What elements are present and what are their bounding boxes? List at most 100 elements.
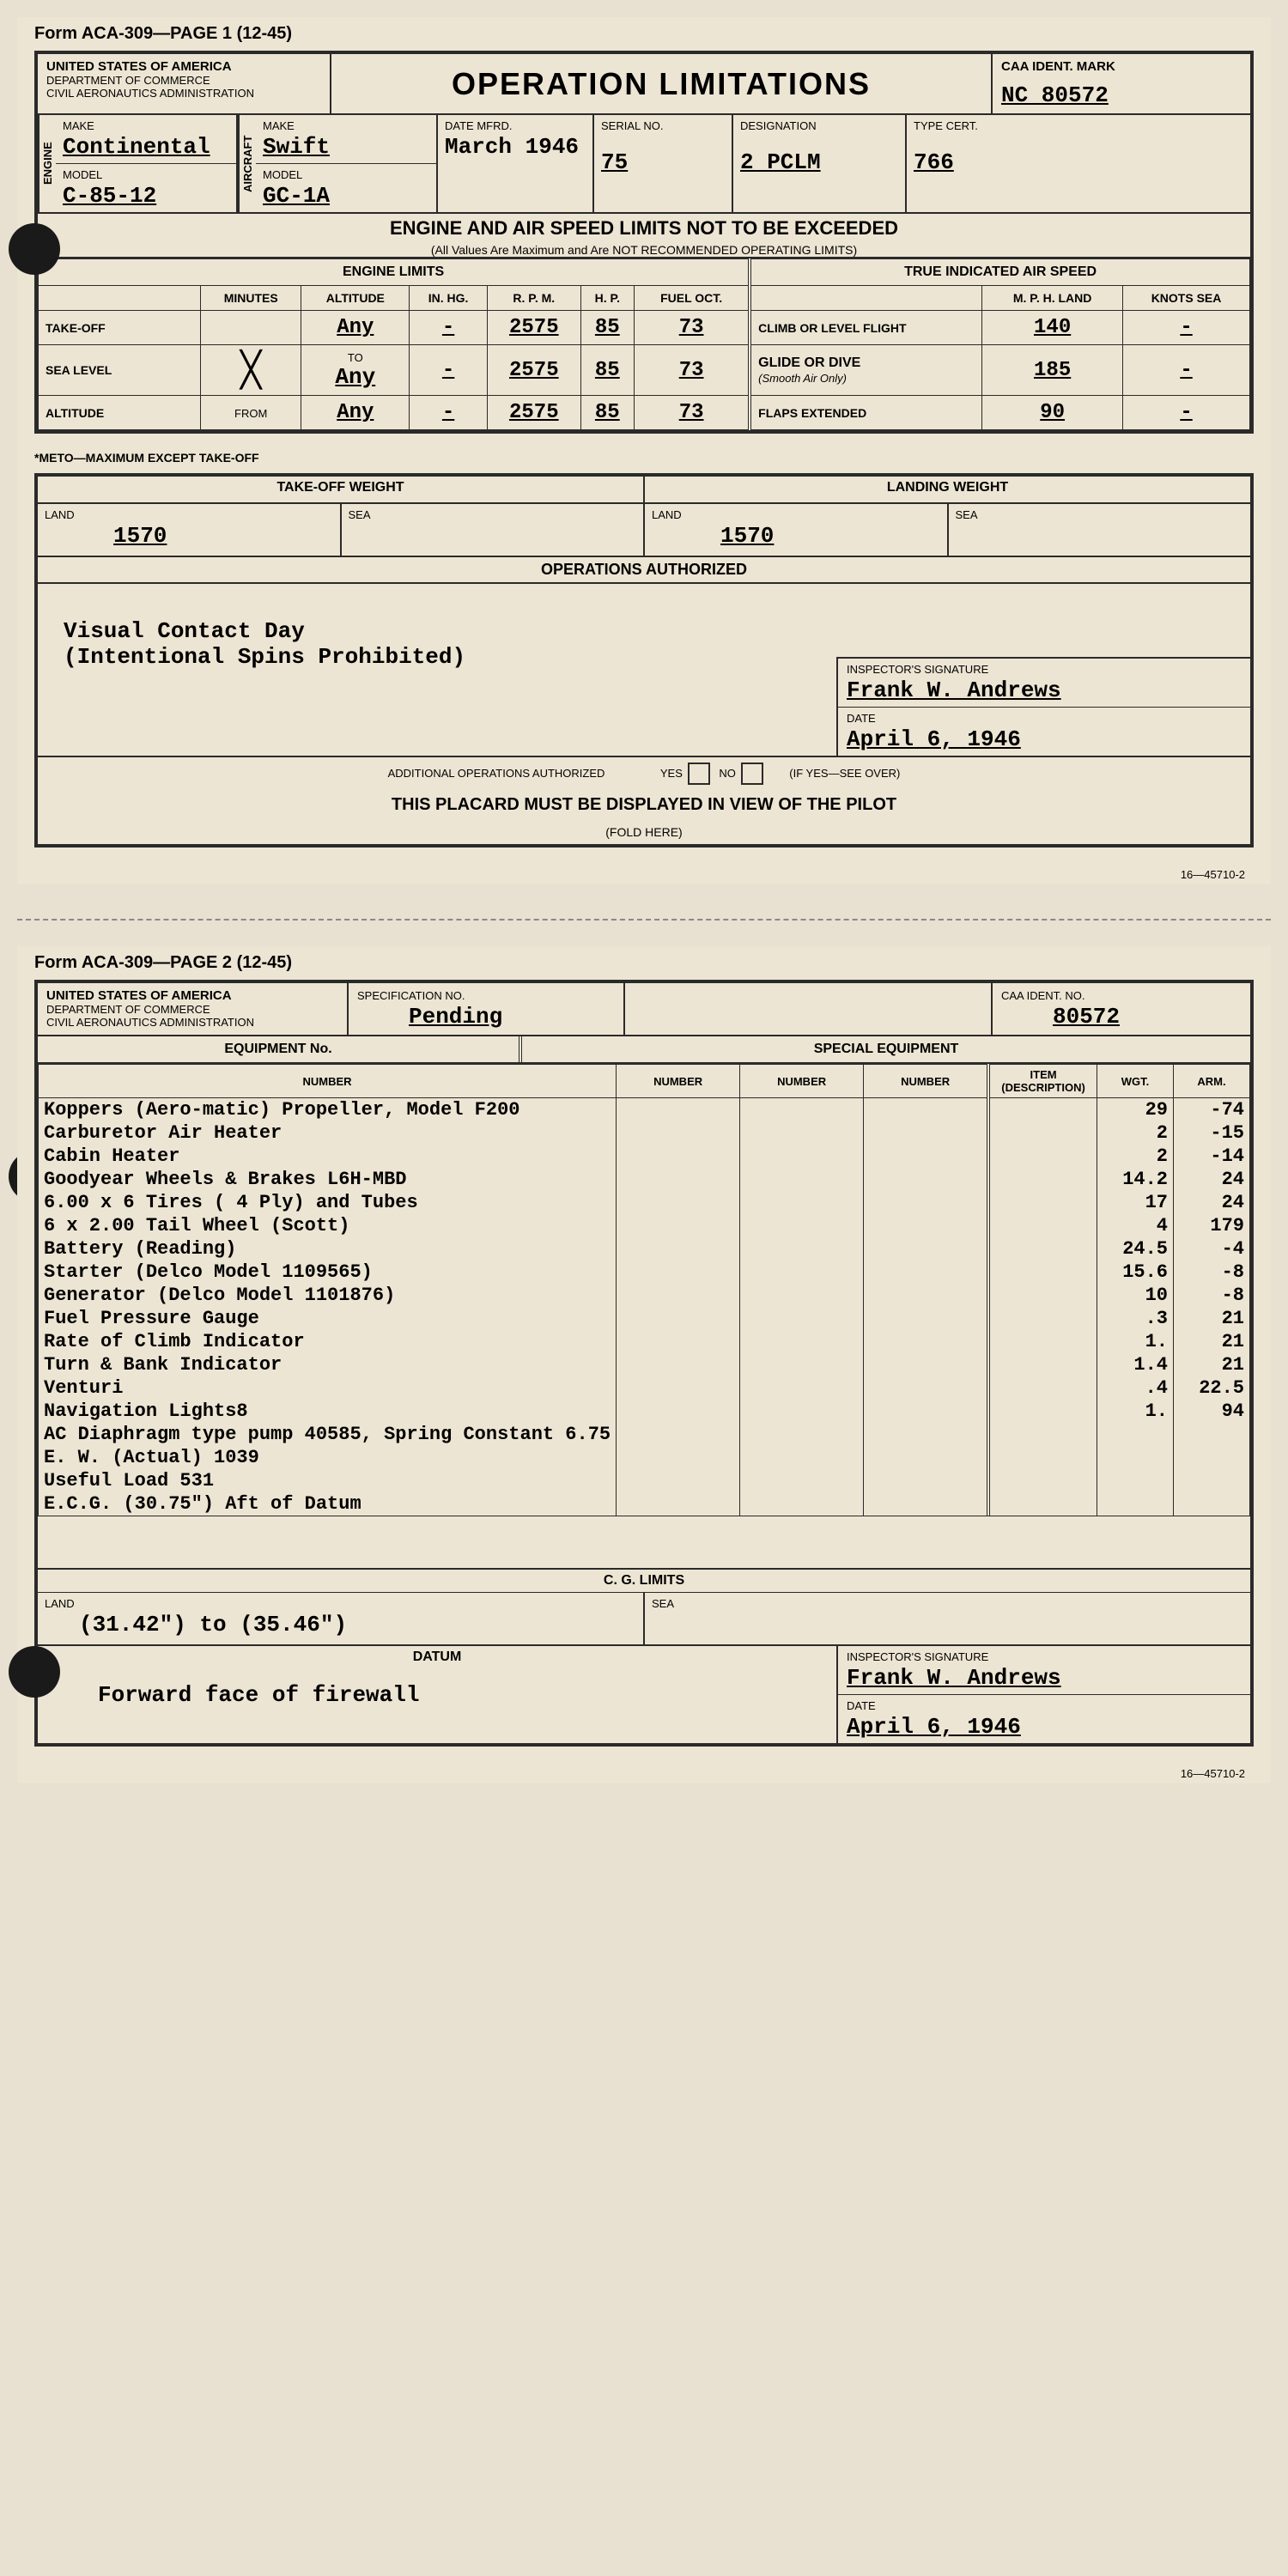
fold-line: [17, 919, 1271, 920]
alt-fuel: 73: [635, 396, 750, 430]
punch-hole-3: [9, 1646, 60, 1698]
row-alt: ALTITUDE: [39, 396, 201, 430]
climb-kts: -: [1123, 311, 1250, 345]
takeoff-hp: 85: [580, 311, 634, 345]
alt-rpm: 2575: [488, 396, 581, 430]
alt-alt: Any: [301, 396, 410, 430]
sea-label-2: SEA: [956, 508, 978, 521]
col-fuel: FUEL OCT.: [635, 286, 750, 311]
footer-code-2: 16—45710-2: [17, 1764, 1271, 1783]
spec-no-label: SPECIFICATION NO.: [357, 989, 465, 1002]
special-equip-label: SPECIAL EQUIPMENT: [814, 1042, 959, 1056]
aircraft-info-row: ENGINE MAKEContinental MODELC-85-12 AIRC…: [38, 115, 1250, 214]
to-label: TO: [348, 351, 363, 364]
agency-admin: CIVIL AERONAUTICS ADMINISTRATION: [46, 87, 321, 100]
make-label: MAKE: [63, 119, 94, 132]
yes-checkbox[interactable]: [688, 762, 710, 785]
designation: 2 PCLM: [740, 149, 821, 175]
landing-wt-land: 1570: [720, 523, 774, 549]
make-label-2: MAKE: [263, 119, 295, 132]
glide-label: GLIDE OR DIVE: [758, 355, 860, 370]
datum-value: Forward face of firewall: [98, 1682, 828, 1708]
col-inhg: IN. HG.: [410, 286, 488, 311]
row-takeoff: TAKE-OFF: [39, 311, 201, 345]
land-label-2: LAND: [652, 508, 682, 521]
serial-no: 75: [601, 149, 628, 175]
equip-row: 6 x 2.00 Tail Wheel (Scott)4179: [39, 1214, 1250, 1237]
equip-row: Cabin Heater2-14: [39, 1145, 1250, 1168]
takeoff-wt-land: 1570: [113, 523, 167, 549]
equip-row: Navigation Lights81.94: [39, 1400, 1250, 1423]
equip-row: AC Diaphragm type pump 40585, Spring Con…: [39, 1423, 1250, 1446]
equip-row: Generator (Delco Model 1101876)10-8: [39, 1284, 1250, 1307]
equip-row: Goodyear Wheels & Brakes L6H-MBD14.224: [39, 1168, 1250, 1191]
addl-ops-label: ADDITIONAL OPERATIONS AUTHORIZED: [388, 767, 605, 780]
sig-date: April 6, 1946: [847, 726, 1021, 752]
col-minutes: MINUTES: [201, 286, 301, 311]
land-label-1: LAND: [45, 508, 75, 521]
flaps-kts: -: [1123, 396, 1250, 430]
equip-row: 6.00 x 6 Tires ( 4 Ply) and Tubes1724: [39, 1191, 1250, 1214]
equip-row: Koppers (Aero-matic) Propeller, Model F2…: [39, 1098, 1250, 1122]
agency-country: UNITED STATES OF AMERICA: [46, 59, 321, 74]
col-altitude: ALTITUDE: [301, 286, 410, 311]
inspector-label: INSPECTOR'S SIGNATURE: [847, 663, 988, 676]
footer-code-1: 16—45710-2: [17, 865, 1271, 884]
ops-auth-label: OPERATIONS AUTHORIZED: [38, 557, 1250, 584]
sea-label-1: SEA: [349, 508, 371, 521]
aircraft-vert-label: AIRCRAFT: [238, 115, 256, 212]
caa-ident-no: 80572: [1053, 1004, 1120, 1030]
equip-row: E. W. (Actual) 1039: [39, 1446, 1250, 1469]
inspector-label-2: INSPECTOR'S SIGNATURE: [847, 1650, 988, 1663]
alt-inhg: -: [410, 396, 488, 430]
equip-row: Rate of Climb Indicator1.21: [39, 1330, 1250, 1353]
type-cert: 766: [914, 149, 954, 175]
glide-mph: 185: [982, 345, 1123, 396]
takeoff-inhg: -: [410, 311, 488, 345]
equip-row: Starter (Delco Model 1109565)15.6-8: [39, 1261, 1250, 1284]
takeoff-rpm: 2575: [488, 311, 581, 345]
date-mfrd: March 1946: [445, 134, 579, 160]
model-label: MODEL: [63, 168, 102, 181]
date-label-2: DATE: [847, 1699, 876, 1712]
form-header-2: Form ACA-309—PAGE 2 (12-45): [17, 946, 1271, 980]
col-num-3: NUMBER: [740, 1065, 864, 1098]
no-label: NO: [719, 767, 736, 780]
tias-hdr: TRUE INDICATED AIR SPEED: [904, 264, 1097, 279]
sl-rpm: 2575: [488, 345, 581, 396]
equipment-table: NUMBER NUMBER NUMBER NUMBER ITEM (DESCRI…: [38, 1064, 1250, 1516]
col-wgt: WGT.: [1097, 1065, 1174, 1098]
equip-row: Venturi.422.5: [39, 1376, 1250, 1400]
no-checkbox[interactable]: [741, 762, 763, 785]
aircraft-make: Swift: [263, 134, 330, 160]
fold-here: (FOLD HERE): [38, 820, 1250, 844]
flaps-label: FLAPS EXTENDED: [750, 396, 982, 430]
sl-hp: 85: [580, 345, 634, 396]
caa-ident-value: NC 80572: [1001, 82, 1242, 108]
title-row: UNITED STATES OF AMERICA DEPARTMENT OF C…: [38, 54, 1250, 115]
col-arm: ARM.: [1174, 1065, 1250, 1098]
limits-sub: (All Values Are Maximum and Are NOT RECO…: [38, 243, 1250, 257]
caa-ident-label: CAA IDENT. MARK: [1001, 59, 1242, 74]
agency-dept: DEPARTMENT OF COMMERCE: [46, 74, 321, 87]
col-item: ITEM (DESCRIPTION): [988, 1065, 1097, 1098]
spec-no: Pending: [409, 1004, 502, 1030]
agency-admin-2: CIVIL AERONAUTICS ADMINISTRATION: [46, 1016, 338, 1029]
limits-table: ENGINE LIMITS TRUE INDICATED AIR SPEED M…: [38, 258, 1250, 430]
sl-inhg: -: [410, 345, 488, 396]
takeoff-fuel: 73: [635, 311, 750, 345]
engine-limits-hdr: ENGINE LIMITS: [343, 264, 444, 279]
caa-ident-no-label: CAA IDENT. NO.: [1001, 989, 1085, 1002]
doc-title: OPERATION LIMITATIONS: [452, 66, 871, 102]
inspector-sig: Frank W. Andrews: [847, 677, 1061, 703]
landing-wt-label: LANDING WEIGHT: [887, 480, 1008, 495]
takeoff-alt: Any: [301, 311, 410, 345]
limits-title: ENGINE AND AIR SPEED LIMITS NOT TO BE EX…: [38, 214, 1250, 243]
col-knots: KNOTS SEA: [1123, 286, 1250, 311]
inspector-sig-2: Frank W. Andrews: [847, 1665, 1061, 1691]
col-num-2: NUMBER: [617, 1065, 740, 1098]
date-label: DATE: [847, 712, 876, 725]
cg-limits-label: C. G. LIMITS: [38, 1568, 1250, 1593]
sl-fuel: 73: [635, 345, 750, 396]
aircraft-model: GC-1A: [263, 183, 330, 209]
